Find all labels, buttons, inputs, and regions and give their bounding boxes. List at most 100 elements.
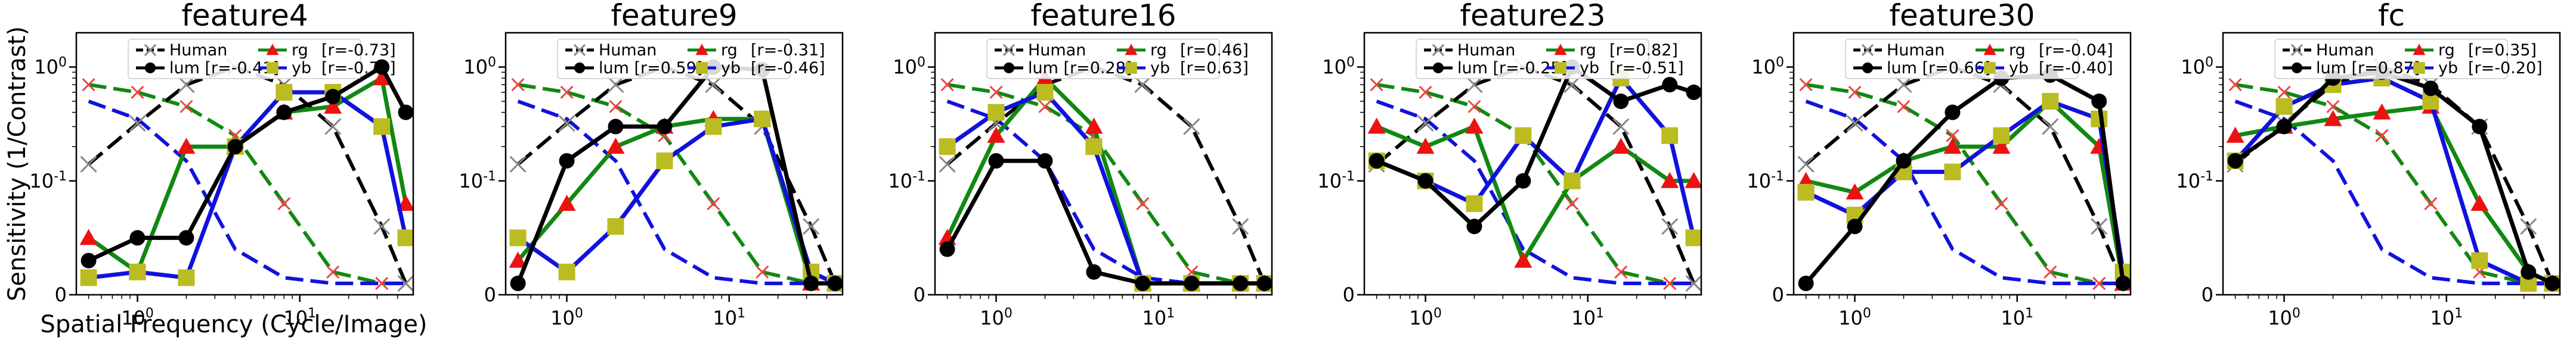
data-point-Human	[509, 155, 527, 173]
plot-frame	[934, 32, 1273, 296]
legend-marker-human	[1432, 43, 1445, 57]
plot-frame	[504, 32, 844, 296]
series-line-human-yb	[88, 99, 406, 285]
data-point-lum	[1466, 219, 1482, 235]
data-point-lum	[227, 139, 243, 155]
data-point-Human	[1797, 155, 1815, 173]
series-line-human-yb	[517, 99, 835, 285]
data-point-yb	[987, 104, 1005, 121]
data-point-lum	[2472, 119, 2488, 135]
data-point-human-rg	[2044, 265, 2057, 279]
legend-r-rg: [r=0.46]	[1180, 41, 1249, 60]
legend-label-human: Human	[2316, 41, 2374, 60]
data-point-rg	[324, 97, 342, 114]
data-point-Human	[2091, 218, 2108, 235]
data-point-Human	[1183, 118, 1200, 135]
data-point-rg	[2373, 103, 2391, 120]
data-point-yb	[754, 110, 771, 127]
data-point-Human	[803, 218, 820, 235]
data-point-lum	[1368, 153, 1385, 169]
legend-marker-rg	[695, 43, 708, 55]
data-point-human-rg	[326, 265, 340, 279]
data-point-human-rg	[1848, 85, 1862, 99]
legend-label-yb: yb	[2009, 59, 2029, 77]
legend-marker-lum	[1003, 62, 1015, 74]
data-point-Human	[2042, 118, 2059, 135]
data-point-rg	[1367, 117, 1386, 134]
legend-marker-lum	[574, 62, 586, 74]
legend-r-yb: [r=-0.46]	[751, 59, 825, 77]
legend-label-rg: rg	[1150, 41, 1167, 60]
data-point-lum	[803, 275, 819, 291]
plot-area	[79, 58, 413, 292]
data-point-human-rg	[1663, 276, 1677, 290]
panel-title: feature4	[181, 0, 308, 33]
legend-r-rg: [r=-0.31]	[751, 41, 825, 60]
y-axis-label: Sensitivity (1/Contrast)	[4, 26, 31, 301]
legend-label-yb: yb	[1580, 59, 1599, 77]
data-point-yb	[275, 83, 293, 101]
data-point-rg	[606, 138, 625, 154]
data-point-yb	[373, 118, 391, 135]
data-point-yb	[1993, 127, 2010, 144]
legend-marker-lum	[2291, 62, 2303, 74]
data-point-Human	[80, 155, 97, 173]
data-point-Human	[939, 155, 956, 173]
x-tick-label: 100	[1409, 306, 1442, 330]
series-line-human-rg	[88, 83, 406, 285]
data-point-rg	[1465, 117, 1484, 134]
data-point-rg	[509, 251, 527, 268]
data-point-human-rg	[1136, 197, 1150, 211]
legend-r-yb: [r=-0.51]	[1609, 59, 1684, 77]
legend-label-rg: rg	[721, 41, 738, 60]
data-point-lum	[559, 153, 575, 169]
legend-marker-lum	[1862, 62, 1874, 74]
legend-marker-human	[1861, 43, 1874, 57]
data-point-lum	[80, 252, 97, 269]
data-point-rg	[1514, 251, 1532, 268]
data-point-human-rg	[2326, 99, 2340, 113]
plot-area	[1367, 58, 1701, 292]
plot-area	[2226, 58, 2560, 292]
legend-label-lum: lum [r=0.28]	[1028, 59, 1132, 77]
data-point-human-rg	[609, 99, 623, 113]
data-point-human-rg	[1565, 197, 1579, 211]
panel-title: feature23	[1460, 0, 1605, 33]
x-tick-label: 101	[2430, 306, 2463, 330]
legend-marker-human	[144, 43, 157, 57]
data-point-lum	[1847, 219, 1863, 235]
data-point-human-rg	[131, 85, 144, 99]
data-point-lum	[325, 89, 341, 105]
panel-title: fc	[2378, 0, 2405, 33]
data-point-Human	[129, 115, 146, 132]
legend-label-yb: yb	[721, 59, 741, 77]
legend-box	[128, 39, 361, 79]
legend-label-human: Human	[169, 41, 227, 60]
plot-frame	[75, 32, 414, 296]
y-tick-label: 0	[1772, 283, 1784, 306]
data-point-rg	[1685, 172, 1701, 188]
series-line-rg	[1805, 99, 2125, 284]
data-point-human-rg	[2092, 276, 2106, 290]
data-point-human-rg	[1419, 85, 1432, 99]
y-tick-label: 0	[1343, 283, 1355, 306]
data-point-Human	[324, 118, 342, 135]
data-point-yb	[2471, 252, 2488, 269]
y-tick-label: 10-1	[29, 169, 67, 192]
data-point-Human	[1466, 76, 1483, 93]
data-point-yb	[397, 229, 413, 247]
data-point-rg	[177, 138, 196, 154]
x-tick-label: 100	[980, 306, 1013, 330]
data-point-rg	[2226, 126, 2244, 143]
x-axis-label: Spatial Frequency (Cycle/Image)	[40, 311, 427, 338]
legend-marker-yb	[1984, 62, 1996, 74]
legend-box	[1845, 39, 2079, 79]
data-point-rg	[1846, 183, 1864, 199]
